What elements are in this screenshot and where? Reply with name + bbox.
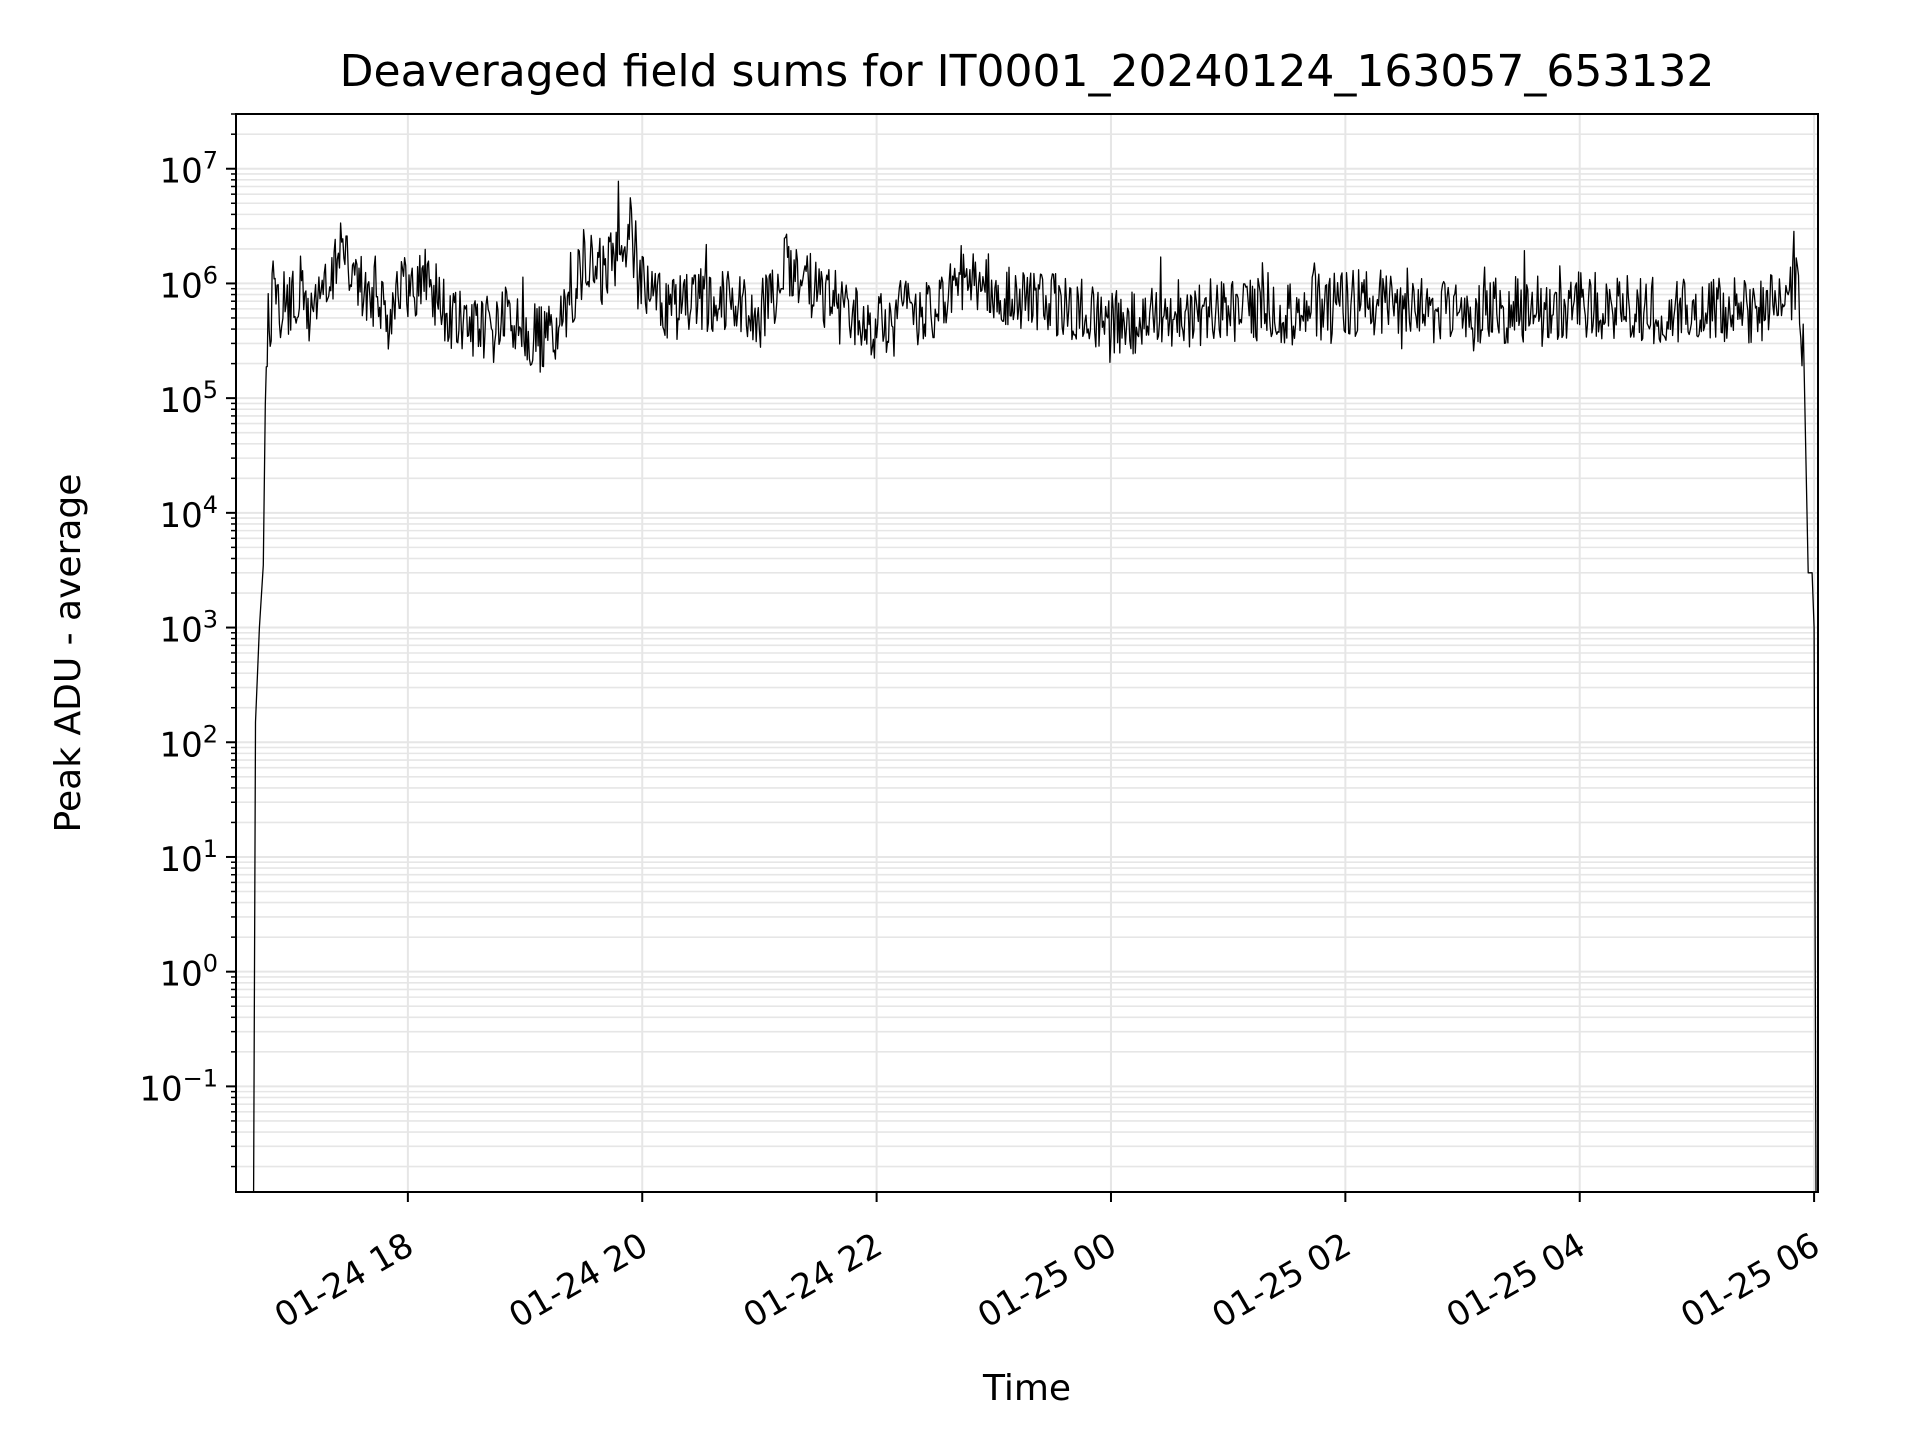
grid-lines	[236, 113, 1818, 1192]
y-axis-title: Peak ADU - average	[48, 474, 89, 833]
y-tick-label: 106	[159, 261, 218, 306]
y-tick-label: 103	[159, 606, 218, 651]
y-tick-label: 100	[159, 950, 218, 995]
y-tick-label: 102	[159, 720, 218, 765]
y-tick-label: 105	[159, 376, 218, 421]
x-axis-title: Time	[982, 1368, 1071, 1409]
chart-title: Deaveraged field sums for IT0001_2024012…	[340, 46, 1715, 97]
y-tick-label: 10−1	[139, 1064, 218, 1109]
series-polyline	[252, 180, 1817, 1193]
y-tick-label: 104	[159, 491, 218, 536]
y-tick-label: 107	[159, 147, 218, 192]
series-line	[252, 180, 1817, 1193]
y-tick-label: 101	[159, 835, 218, 880]
